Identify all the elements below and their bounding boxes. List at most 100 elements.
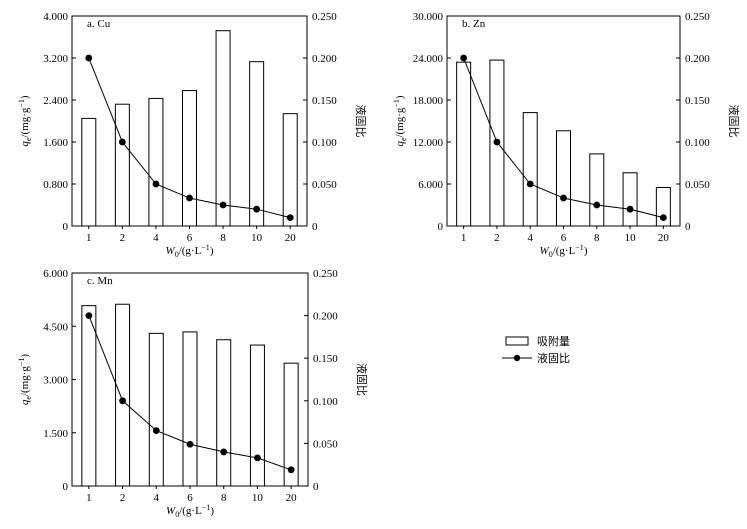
y-axis-label-sub: e [399,137,408,141]
x-tick-label: 2 [120,492,126,504]
line-point [493,138,501,146]
bar [216,339,232,487]
y-axis-label-var: q [19,399,31,405]
x-axis-label-sup: −1 [202,503,211,512]
x-axis-label-sup: −1 [575,243,584,252]
x-axis-label-var: W [166,245,176,257]
y-right-tick-label: 0.100 [685,137,710,149]
y-axis-label-unit: /(mg·g [19,107,31,137]
y-axis-label-var: q [19,141,31,147]
bar [115,303,131,487]
line-point [119,397,126,405]
bar [589,153,605,227]
legend-bar-label: 吸附量 [537,334,570,348]
line-point [186,194,193,202]
bar [215,30,231,227]
x-axis-label-unit: /(g·L [179,505,202,517]
y-left-tick-label: 1.500 [43,428,68,440]
y-left-tick-label: 6.000 [43,268,68,280]
legend: 吸附量 液固比 [502,334,570,365]
x-axis-label: W0/(g·L−1) [166,503,214,519]
x-axis-label-sub: 0 [549,250,553,259]
x-tick-label: 1 [86,492,92,504]
y-right-tick-label: 0.050 [313,438,338,450]
y-left-tick-label: 1.600 [43,137,68,149]
y-right-tick-label: 0.100 [313,396,338,408]
y-right-tick-label: 0.250 [313,268,338,280]
bar [556,130,571,227]
bar [456,61,472,227]
panel-zn-chart: 0 6.000 12.000 18.000 24.000 30.000 0 0.050 0.10… [392,11,741,259]
y-left-tick-label: 30.000 [413,11,444,23]
bar [249,344,265,487]
y-right-tick-label: 0.150 [685,95,710,107]
line-point [152,427,160,435]
y-left-tick-label: 18.000 [413,95,444,107]
y-right-tick-label: 0.250 [685,11,710,23]
y-left-tick-label: 4.500 [43,321,68,333]
line-point [85,54,93,62]
legend-line-marker [513,354,521,362]
x-axis-label-close: ) [210,245,214,257]
y-right-tick-label: 0 [312,221,318,233]
x-axis-label-var: W [166,505,176,517]
line-point [186,440,194,448]
x-tick-label: 20 [286,492,298,504]
y-right-axis-label: 液固比 [727,105,741,138]
bar [249,61,265,227]
y-right-tick-label: 0.250 [312,11,337,23]
x-tick-label: 10 [252,492,264,504]
y-right-tick-label: 0.200 [313,311,338,323]
bar [148,332,164,487]
y-axis-label-close: ) [19,354,31,358]
bar [182,90,197,227]
y-axis-label-sub: e [24,137,33,141]
line-point [85,312,93,319]
x-tick-label: 2 [120,232,126,244]
y-right-tick-label: 0.150 [312,95,337,107]
legend-line-label: 液固比 [537,351,570,365]
y-left-tick-label: 3.200 [43,53,68,65]
x-tick-label: 10 [251,232,263,244]
x-tick-label: 20 [285,232,297,244]
y-left-tick-label: 6.000 [418,179,443,191]
y-left-axis-label: qe/(mg·g−1) [392,95,408,147]
bar [622,172,638,227]
line-point [254,454,261,462]
legend-bar-swatch [505,336,529,346]
y-right-tick-label: 0.050 [685,179,710,191]
x-axis-label: W0/(g·L−1) [166,243,214,259]
y-axis-label-close: ) [19,95,31,99]
y-left-tick-label: 0 [63,481,69,493]
x-tick-label: 4 [154,492,160,504]
y-axis-label-close: ) [394,95,406,99]
y-axis-label-unit: /(mg·g [394,107,406,137]
y-axis-label-sup: −1 [392,99,401,108]
panel-title: b. Zn [462,18,486,30]
bar [81,117,97,227]
line-point [152,180,160,188]
y-axis-label-var: q [394,141,406,147]
y-right-tick-label: 0.050 [312,179,337,191]
x-axis-label-unit: /(g·L [553,245,576,257]
line-point [286,214,294,222]
panel-mn-chart: 0 1.500 3.000 4.500 6.000 0 0.050 0.100 0.150 0.2… [17,268,369,519]
line-point [219,201,227,209]
x-axis-label-var: W [540,245,550,257]
line-point [560,194,567,202]
y-axis-label-sub: e [24,396,33,400]
y-right-tick-label: 0.200 [312,53,337,65]
x-axis-label-close: ) [210,505,214,517]
x-tick-label: 6 [561,232,567,244]
line-point [287,466,295,474]
x-tick-label: 10 [625,232,637,244]
x-tick-label: 8 [220,232,226,244]
line-point [659,214,667,222]
x-axis-label: W0/(g·L−1) [540,243,588,259]
y-left-tick-label: 4.000 [43,11,68,23]
y-left-axis-label: qe/(mg·g−1) [17,95,33,147]
x-axis-label-sub: 0 [175,510,179,519]
y-left-tick-label: 12.000 [413,137,444,149]
bar [182,331,198,487]
y-right-tick-label: 0 [685,221,691,233]
